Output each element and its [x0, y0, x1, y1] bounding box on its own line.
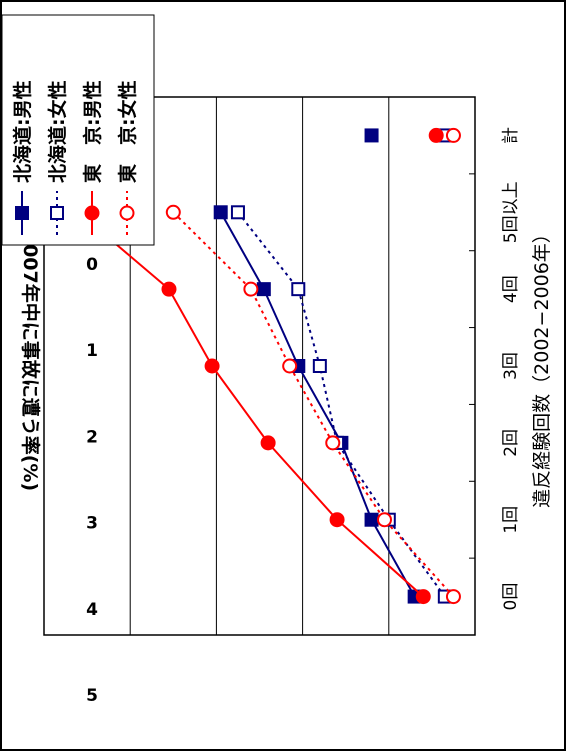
legend-label: 東 京:男性 — [81, 80, 104, 183]
legend-label: 東 京:女性 — [116, 80, 139, 183]
y-tick-label: 0 — [86, 255, 98, 275]
x-tick-label: 4回 — [501, 275, 521, 303]
legend-item: 北海道:男性 — [11, 80, 34, 235]
data-point — [165, 204, 181, 220]
series-4 — [165, 127, 461, 605]
data-point — [260, 435, 276, 451]
series-3 — [70, 127, 444, 605]
data-point — [213, 205, 228, 220]
data-point — [230, 205, 245, 220]
gridlines — [129, 97, 475, 635]
legend-box — [1, 14, 155, 246]
legend-item: 北海道:女性 — [46, 80, 69, 235]
data-point — [84, 205, 100, 221]
legend-item: 東 京:女性 — [116, 80, 139, 235]
data-point — [364, 512, 379, 527]
data-point — [204, 358, 220, 374]
data-point — [282, 358, 298, 374]
legend: 北海道:男性 北海道:女性東 京:男性東 京:女性 — [1, 14, 155, 246]
data-point — [161, 281, 177, 297]
y-tick-label: 2 — [86, 427, 98, 447]
y-tick-label: 3 — [86, 514, 98, 534]
x-tick-labels: 0回 1回 2回 3回 4回 5回以上 計 — [501, 127, 521, 611]
series-line — [219, 211, 416, 598]
data-point — [428, 127, 444, 143]
x-tick-label: 計 — [501, 127, 521, 144]
data-point — [376, 512, 392, 528]
data-point — [445, 589, 461, 605]
y-tick-labels: 0 1 2 3 4 5 — [86, 255, 98, 706]
y-tick-label: 5 — [86, 686, 98, 706]
data-point — [312, 359, 327, 373]
legend-label: 北海道:女性 — [46, 80, 69, 183]
series-line — [77, 211, 424, 598]
data-point — [119, 205, 135, 221]
x-tick-label: 5回以上 — [501, 181, 521, 243]
series-line — [237, 211, 446, 598]
data-point — [256, 282, 271, 297]
x-axis-label: 違反経験回数（2002−2006年） — [531, 224, 553, 508]
data-point — [364, 128, 379, 143]
x-tick-label: 3回 — [501, 352, 521, 380]
data-point — [15, 206, 29, 220]
x-tick-label: 1回 — [501, 506, 521, 534]
data-point — [445, 127, 461, 143]
data-point — [415, 589, 431, 605]
y-axis-label: 2007年中に事故に遭う率(%) — [19, 231, 42, 491]
series-layer — [70, 127, 461, 605]
y-tick-label: 4 — [86, 600, 98, 620]
legend-item: 東 京:男性 — [81, 80, 104, 235]
data-point — [50, 206, 64, 220]
y-tick-label: 1 — [86, 341, 98, 361]
data-point — [329, 512, 345, 528]
data-point — [291, 282, 306, 297]
x-tick-label: 0回 — [501, 583, 521, 611]
plot-area — [43, 96, 476, 636]
data-point — [325, 435, 341, 451]
legend-label: 北海道:男性 — [11, 80, 34, 183]
series-line — [172, 211, 455, 598]
x-tick-label: 2回 — [501, 429, 521, 457]
data-point — [243, 281, 259, 297]
